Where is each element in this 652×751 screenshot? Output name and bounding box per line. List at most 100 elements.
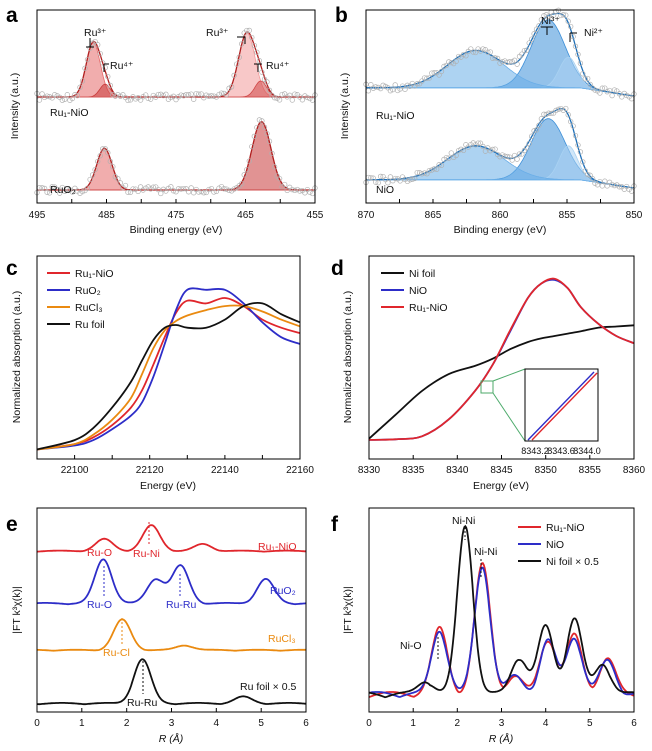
b-series-0-datapoint-84 xyxy=(568,23,574,30)
b-series-0-datapoint-11 xyxy=(390,86,396,93)
b-series-1-datapoint-97 xyxy=(599,183,605,189)
a-series-0-datapoint-7 xyxy=(52,92,58,98)
b-xtick-4: 850 xyxy=(626,210,643,221)
a-series-1-datapoint-30 xyxy=(110,164,116,170)
b-xtick-2: 860 xyxy=(492,210,509,221)
a-series-1-datapoint-40 xyxy=(135,188,141,195)
a-series-0-datapoint-59 xyxy=(183,92,189,98)
panel-e: e 0 1 2 3 4 5 6 R (Å) |FT k³χ(k)| Ru₁-Ni… xyxy=(6,507,309,745)
b-series-0-datapoint-59 xyxy=(507,59,513,65)
b-series-0-datapoint-4 xyxy=(373,84,379,90)
b-series-1-datapoint-84 xyxy=(568,118,574,125)
a-series-1-datapoint-43 xyxy=(143,185,149,191)
b-series-1-datapoint-86 xyxy=(572,132,579,139)
a-series-0-datapoint-30 xyxy=(110,92,116,98)
b-series-1-datapoint-52 xyxy=(490,146,496,153)
a-series-1-datapoint-45 xyxy=(148,186,154,192)
b-series-1-datapoint-31 xyxy=(438,162,445,168)
a-series-0-datapoint-85 xyxy=(249,34,255,41)
a-xtick-2: 475 xyxy=(168,210,185,221)
b-series-1-datapoint-98 xyxy=(602,178,608,184)
d-xtick-5: 8355 xyxy=(579,465,602,476)
a-series-1-datapoint-14 xyxy=(69,189,76,195)
b-series-0-datapoint-70 xyxy=(533,26,540,32)
a-series-1-datapoint-12 xyxy=(64,186,70,192)
d-inset-line-nio xyxy=(527,371,595,441)
c-xtick-0: 22100 xyxy=(61,465,89,476)
b-series-0-datapoint-50 xyxy=(485,49,491,55)
b-series-0-datapoint-90 xyxy=(582,76,588,82)
b-series-1-datapoint-12 xyxy=(392,175,398,182)
a-series-0-datapoint-70 xyxy=(211,93,217,99)
b-series-1-datapoint-93 xyxy=(589,176,596,182)
d-inset-xtick-0: 8343.2 xyxy=(521,446,549,456)
b-series-1-datapoint-60 xyxy=(509,157,515,163)
panel-label-e: e xyxy=(6,513,18,536)
b-series-0-datapoint-16 xyxy=(402,86,408,92)
a-series-1-datapoint-23 xyxy=(92,166,98,173)
a-series-0-datapoint-12 xyxy=(64,92,70,98)
a-series-0-datapoint-73 xyxy=(218,90,225,96)
panel-label-d: d xyxy=(331,257,344,280)
a-series-0-datapoint-16 xyxy=(74,92,81,99)
b-series-0-datapoint-87 xyxy=(575,51,581,58)
b-series-1-datapoint-20 xyxy=(412,175,418,182)
b-series-0-datapoint-97 xyxy=(599,85,605,91)
a-series-0-datapoint-26 xyxy=(100,60,106,66)
a-series-0-datapoint-83 xyxy=(244,27,250,34)
a-series-1-datapoint-66 xyxy=(201,190,207,196)
b-series-1-datapoint-29 xyxy=(434,166,440,172)
b-series-0-datapoint-45 xyxy=(472,49,479,56)
b-series-0-datapoint-54 xyxy=(494,55,501,62)
a-series-0-datapoint-17 xyxy=(77,84,83,90)
a-series-0-datapoint-105 xyxy=(299,97,306,103)
b-series-1-datapoint-48 xyxy=(480,143,486,150)
a-series-1-datapoint-28 xyxy=(105,150,111,156)
a-marker-ru3-2 xyxy=(237,36,246,44)
a-series-1-datapoint-53 xyxy=(168,184,174,190)
b-series-1-datapoint-69 xyxy=(531,128,537,134)
b-series-1-datapoint-70 xyxy=(533,127,540,133)
b-series-1-datapoint-79 xyxy=(555,106,562,112)
b-series-1-datapoint-91 xyxy=(585,171,591,178)
a-series-1-datapoint-18 xyxy=(79,188,86,195)
a-series-0-datapoint-42 xyxy=(140,94,146,100)
panel-d-xticks xyxy=(368,455,635,459)
b-series-0-datapoint-82 xyxy=(563,12,569,18)
e-label-rucl3: RuCl₃ xyxy=(268,633,296,645)
a-series-1-datapoint-102 xyxy=(292,187,298,194)
a-series-0-datapoint-53 xyxy=(168,94,174,101)
d-xlabel: Energy (eV) xyxy=(473,480,529,492)
e-xtick-5: 5 xyxy=(258,718,264,729)
e-ann-ruru-2: Ru-Ru xyxy=(127,697,158,709)
b-series-0-datapoint-69 xyxy=(531,31,537,37)
a-series-0-datapoint-101 xyxy=(289,97,295,103)
c-ylabel: Normalized absorption (a.u.) xyxy=(11,291,23,423)
a-series-1-datapoint-33 xyxy=(117,180,124,186)
d-xtick-0: 8330 xyxy=(358,465,381,476)
a-series-0-datapoint-24 xyxy=(95,42,101,48)
a-series-0-datapoint-68 xyxy=(206,93,212,99)
b-series-0-datapoint-96 xyxy=(597,90,603,96)
a-series-1-datapoint-108 xyxy=(307,189,313,195)
a-series-1-datapoint-48 xyxy=(155,186,161,193)
e-ann-runi: Ru-Ni xyxy=(133,548,160,560)
b-ylabel: Intensity (a.u.) xyxy=(339,73,351,140)
a-series-1-datapoint-89 xyxy=(259,118,265,124)
a-series-0-datapoint-19 xyxy=(82,65,88,71)
d-line-0 xyxy=(368,324,635,440)
d-inset-zoom-box xyxy=(480,380,494,394)
d-legend-ru1nio: Ru₁-NiO xyxy=(409,302,448,314)
b-label-ru1nio: Ru₁-NiO xyxy=(376,110,415,122)
b-series-1-datapoint-2 xyxy=(368,174,374,181)
panel-label-b: b xyxy=(335,4,348,27)
f-legend-nio: NiO xyxy=(546,539,564,551)
b-series-1-datapoint-4 xyxy=(373,179,379,185)
a-series-1-datapoint-93 xyxy=(269,150,275,157)
f-xtick-1: 1 xyxy=(410,718,416,729)
b-series-1-datapoint-62 xyxy=(514,156,520,162)
a-series-1-datapoint-54 xyxy=(170,188,177,194)
a-series-0-datapoint-96 xyxy=(276,97,283,103)
a-series-0-datapoint-84 xyxy=(246,27,252,34)
